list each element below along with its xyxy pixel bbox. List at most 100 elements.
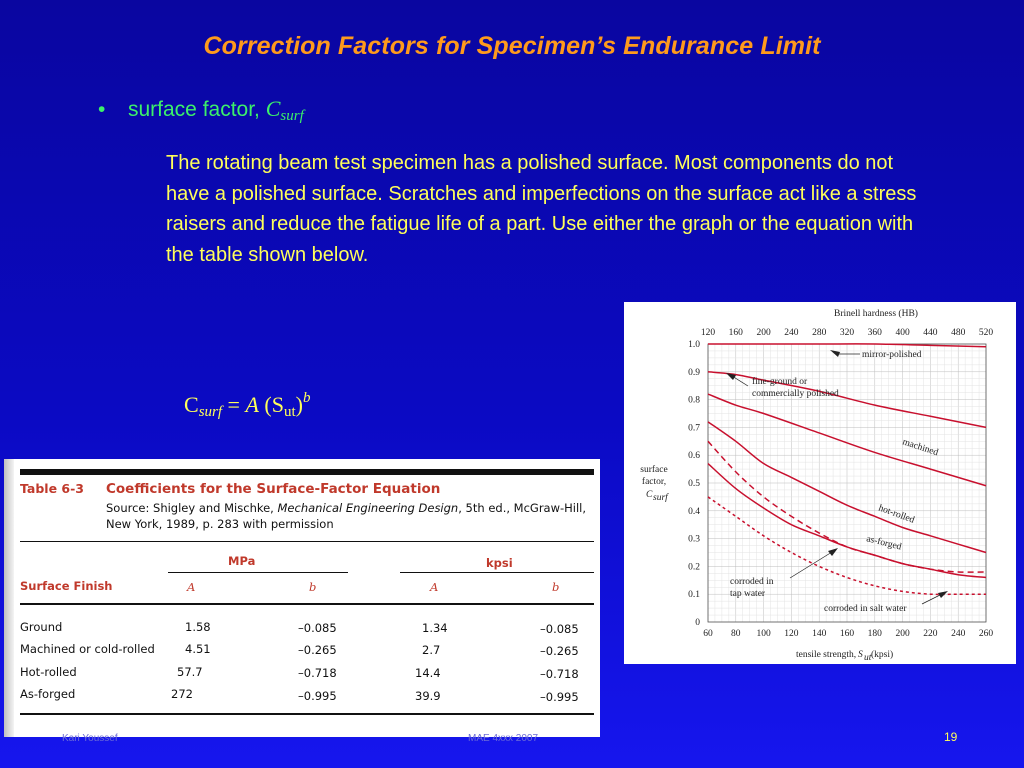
cell-mpa-a: 57.7 — [177, 665, 203, 679]
kpsi-group-rule — [400, 572, 594, 573]
series-line-hot-rolled — [707, 421, 987, 554]
page-number: 19 — [944, 730, 958, 744]
cell-mpa-a: 1.58 — [185, 620, 211, 634]
cell-mpa-a: 4.51 — [185, 642, 211, 656]
x-tick-label: 60 — [703, 629, 713, 639]
bullet-text: surface factor, — [128, 98, 266, 121]
top-tick-label: 400 — [895, 328, 910, 338]
x-tick-label: 160 — [840, 629, 855, 639]
cell-kpsi-b: –0.995 — [540, 690, 579, 704]
mirror-polished-arrowhead — [830, 350, 840, 357]
formula-eq: = — [222, 392, 246, 417]
annotation-mirror-polished: mirror-polished — [862, 350, 922, 360]
x-tick-label: 180 — [868, 629, 883, 639]
annotation-tap-water-2: tap water — [730, 589, 766, 599]
annotation-fine-ground-2: commercially polished — [752, 389, 839, 399]
table-top-rule — [20, 469, 594, 475]
ylabel-line-1: surface — [640, 464, 667, 475]
series-line-corroded-in-tap-water — [707, 440, 987, 573]
y-tick-label: 0.8 — [688, 396, 700, 406]
xlabel-symbol-sub: ut — [864, 653, 872, 663]
source-prefix: Source: Shigley and Mischke, — [106, 501, 278, 515]
cell-kpsi-b: –0.085 — [540, 622, 579, 636]
cell-mpa-b: –0.718 — [298, 666, 337, 680]
formula-c-sub: surf — [198, 404, 223, 420]
annotation-hot-rolled: hot-rolled — [877, 503, 916, 525]
annotation-fine-ground-1: fine-ground or — [752, 376, 808, 387]
ylabel-line-2: factor, — [642, 476, 666, 487]
table-source: Source: Shigley and Mischke, Mechanical … — [106, 500, 592, 532]
cell-mpa-b: –0.265 — [298, 643, 337, 657]
top-axis-ticks: 120 160 200 240 280 320 360 400 440 480 520 — [701, 328, 994, 338]
cell-kpsi-a: 14.4 — [415, 666, 441, 680]
header-surface-finish: Surface Finish — [20, 579, 113, 593]
y-tick-label: 0.9 — [688, 368, 700, 378]
bullet-symbol: C — [265, 96, 281, 121]
table-rule-1 — [20, 541, 594, 542]
formula-s-sub: ut — [283, 404, 296, 420]
series-line-fine-ground-or-commercially-polished — [707, 371, 987, 429]
ylabel-symbol: C — [646, 490, 653, 500]
y-tick-label: 1.0 — [688, 340, 700, 350]
table-label: Table 6-3 — [20, 481, 84, 496]
y-tick-label: 0.6 — [688, 451, 700, 461]
surface-factor-chart: Brinell hardness (HB) 120 160 200 240 280 320… — [624, 302, 1016, 664]
footer-course: MAE 4xxx 2007 — [468, 733, 539, 744]
y-tick-label: 0.4 — [688, 507, 700, 517]
cell-finish: Ground — [20, 620, 63, 634]
top-tick-label: 280 — [812, 328, 827, 338]
top-tick-label: 320 — [840, 328, 855, 338]
x-axis-ticks: 60 80 100 120 140 160 180 200 220 240 260 — [703, 629, 993, 639]
x-tick-label: 80 — [731, 629, 741, 639]
header-kpsi-a: A — [430, 580, 439, 594]
header-mpa: MPa — [228, 554, 256, 568]
body-paragraph: The rotating beam test specimen has a po… — [166, 152, 917, 266]
footer-author: Kari Youssef — [62, 733, 118, 744]
fine-ground-arrowhead — [726, 373, 736, 380]
xlabel-suffix: (kpsi) — [871, 649, 893, 660]
table-bottom-rule — [20, 713, 594, 715]
cell-mpa-b: –0.085 — [298, 621, 337, 635]
header-kpsi: kpsi — [486, 556, 513, 570]
top-tick-label: 480 — [951, 328, 966, 338]
formula-a: A — [245, 392, 259, 417]
top-tick-label: 440 — [923, 328, 938, 338]
tap-water-arrowhead — [828, 548, 838, 556]
top-tick-label: 200 — [756, 328, 771, 338]
bullet-surface-factor: • surface factor, Csurf — [98, 96, 304, 124]
y-tick-label: 0.3 — [688, 535, 700, 545]
formula-close: ) — [295, 392, 303, 417]
fine-ground-leader — [731, 375, 749, 387]
cell-mpa-a: 272 — [171, 687, 193, 701]
top-tick-label: 240 — [784, 328, 799, 338]
xlabel-symbol: S — [858, 650, 863, 660]
cell-kpsi-b: –0.718 — [540, 667, 579, 681]
bullet-symbol-sub: surf — [280, 108, 304, 124]
cell-finish: Hot-rolled — [20, 665, 77, 679]
formula-exp: b — [302, 390, 311, 406]
x-tick-label: 240 — [951, 629, 966, 639]
cell-kpsi-a: 1.34 — [422, 621, 448, 635]
top-tick-label: 120 — [701, 328, 716, 338]
annotation-as-forged: as-forged — [865, 533, 903, 552]
x-tick-label: 260 — [979, 629, 994, 639]
x-tick-label: 140 — [812, 629, 827, 639]
scan-edge — [4, 459, 14, 737]
annotation-tap-water-1: corroded in — [730, 577, 774, 587]
surface-factor-table: Table 6-3 Coefficients for the Surface-F… — [4, 459, 600, 737]
cell-kpsi-b: –0.265 — [540, 644, 579, 658]
cell-finish: Machined or cold-rolled — [20, 642, 155, 656]
y-tick-label: 0 — [695, 618, 700, 628]
cell-mpa-b: –0.995 — [298, 689, 337, 703]
header-mpa-a: A — [187, 580, 196, 594]
source-title: Mechanical Engineering Design — [277, 501, 459, 515]
x-tick-label: 120 — [784, 629, 799, 639]
y-tick-label: 0.5 — [688, 479, 700, 489]
formula-open: (S — [258, 392, 284, 417]
ylabel-symbol-sub: surf — [653, 492, 669, 503]
cell-kpsi-a: 39.9 — [415, 689, 441, 703]
bullet-marker: • — [98, 98, 106, 121]
formula-c: C — [184, 392, 199, 417]
top-tick-label: 160 — [729, 328, 744, 338]
annotation-salt-water: corroded in salt water — [824, 604, 907, 614]
